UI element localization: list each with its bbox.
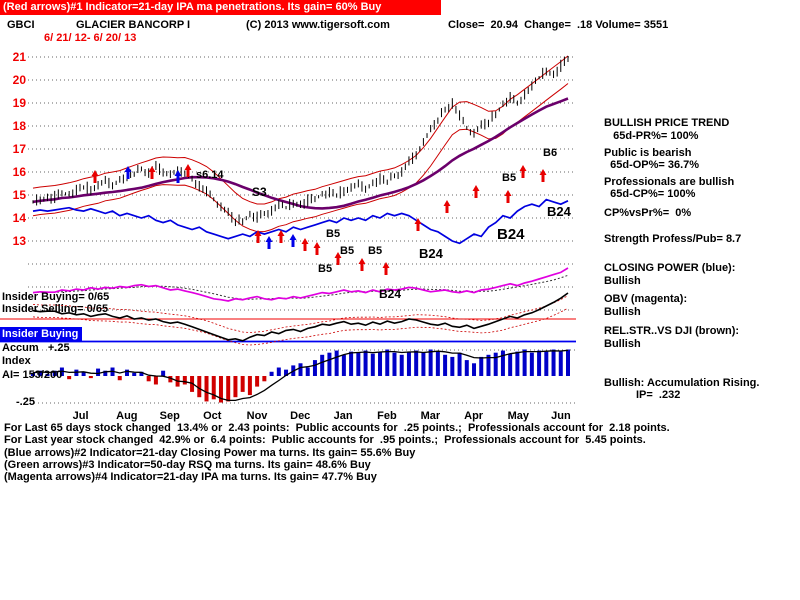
stock-name: GLACIER BANCORP I xyxy=(76,19,191,31)
svg-text:B5: B5 xyxy=(340,245,354,257)
svg-text:May: May xyxy=(508,410,530,422)
svg-text:20: 20 xyxy=(13,73,27,87)
rel-strength-status: Bullish xyxy=(604,338,641,350)
closing-power-title: CLOSING POWER (blue): xyxy=(604,262,736,274)
closing-power-status: Bullish xyxy=(604,275,641,287)
rel-strength-title: REL.STR..VS DJI (brown): xyxy=(604,325,740,337)
svg-text:13: 13 xyxy=(13,234,27,248)
price-trend-title: BULLISH PRICE TREND xyxy=(604,117,730,129)
svg-text:15: 15 xyxy=(13,188,27,202)
svg-text:B5: B5 xyxy=(326,228,340,240)
footer-line-magenta-arrows: (Magenta arrows)#4 Indicator=21-day IPA … xyxy=(4,471,377,483)
insider-buying-highlight: Insider Buying xyxy=(0,327,83,341)
public-sentiment: Public is bearish xyxy=(604,147,692,159)
footer-line-year: For Last year stock changed 42.9% or 6.4… xyxy=(4,434,646,446)
svg-text:B24: B24 xyxy=(419,246,444,261)
svg-text:Aug: Aug xyxy=(116,410,137,422)
svg-text:Nov: Nov xyxy=(247,410,269,422)
obv-title: OBV (magenta): xyxy=(604,293,688,305)
cp-vs-pr: CP%vsPr%= 0% xyxy=(604,207,692,219)
svg-text:S3: S3 xyxy=(252,185,267,199)
accumulation-note: Bullish: Accumulation Rising. xyxy=(604,377,760,389)
svg-text:19: 19 xyxy=(13,96,27,110)
footer-line-65days: For Last 65 days stock changed 13.4% or … xyxy=(4,422,670,434)
ai-ratio-label: AI= 153/200 xyxy=(2,369,63,381)
svg-text:17: 17 xyxy=(13,142,27,156)
svg-text:s6.14: s6.14 xyxy=(196,169,224,181)
obv-status: Bullish xyxy=(604,306,641,318)
ticker-symbol: GBCI xyxy=(7,19,35,31)
ip-value: IP= .232 xyxy=(636,389,681,401)
strength-ratio: Strength Profess/Pub= 8.7 xyxy=(604,233,742,245)
quote-summary: Close= 20.94 Change= .18 Volume= 3551 xyxy=(448,19,669,31)
svg-text:18: 18 xyxy=(13,119,27,133)
svg-text:16: 16 xyxy=(13,165,27,179)
date-range: 6/ 21/ 12- 6/ 20/ 13 xyxy=(44,32,137,44)
svg-text:B24: B24 xyxy=(497,226,525,243)
insider-selling-count: Insider Selling= 0/65 xyxy=(2,303,109,315)
svg-text:Apr: Apr xyxy=(464,410,484,422)
svg-text:B24: B24 xyxy=(379,287,401,301)
svg-text:14: 14 xyxy=(13,211,27,225)
pr-percent: 65d-PR%= 100% xyxy=(604,130,699,142)
svg-text:Sep: Sep xyxy=(160,410,180,422)
accum-scale-top-label: Accum +.25 xyxy=(2,342,70,354)
svg-text:Feb: Feb xyxy=(377,410,397,422)
red-arrows-indicator-banner: (Red arrows)#1 Indicator=21-day IPA ma p… xyxy=(0,0,441,15)
svg-text:B6: B6 xyxy=(543,147,557,159)
op-percent: 65d-OP%= 36.7% xyxy=(604,159,700,171)
svg-text:Oct: Oct xyxy=(203,410,222,422)
accum-index-label: Index xyxy=(2,355,31,367)
svg-text:Mar: Mar xyxy=(421,410,441,422)
footer-line-green-arrows: (Green arrows)#3 Indicator=50-day RSQ ma… xyxy=(4,459,371,471)
cp-percent: 65d-CP%= 100% xyxy=(604,188,696,200)
copyright-text: (C) 2013 www.tigersoft.com xyxy=(246,19,390,31)
svg-text:B24: B24 xyxy=(547,204,572,219)
svg-text:B5: B5 xyxy=(502,172,516,184)
svg-text:Dec: Dec xyxy=(290,410,310,422)
svg-text:B5: B5 xyxy=(368,245,382,257)
accum-scale-bottom-label: -.25 xyxy=(16,396,35,408)
svg-text:21: 21 xyxy=(13,50,27,64)
svg-text:B5: B5 xyxy=(318,263,332,275)
svg-text:Jun: Jun xyxy=(551,410,571,422)
professional-sentiment: Professionals are bullish xyxy=(604,176,735,188)
insider-buying-count: Insider Buying= 0/65 xyxy=(2,291,110,303)
svg-text:Jul: Jul xyxy=(73,410,89,422)
svg-text:Jan: Jan xyxy=(334,410,353,422)
footer-line-blue-arrows: (Blue arrows)#2 Indicator=21-day Closing… xyxy=(4,447,416,459)
